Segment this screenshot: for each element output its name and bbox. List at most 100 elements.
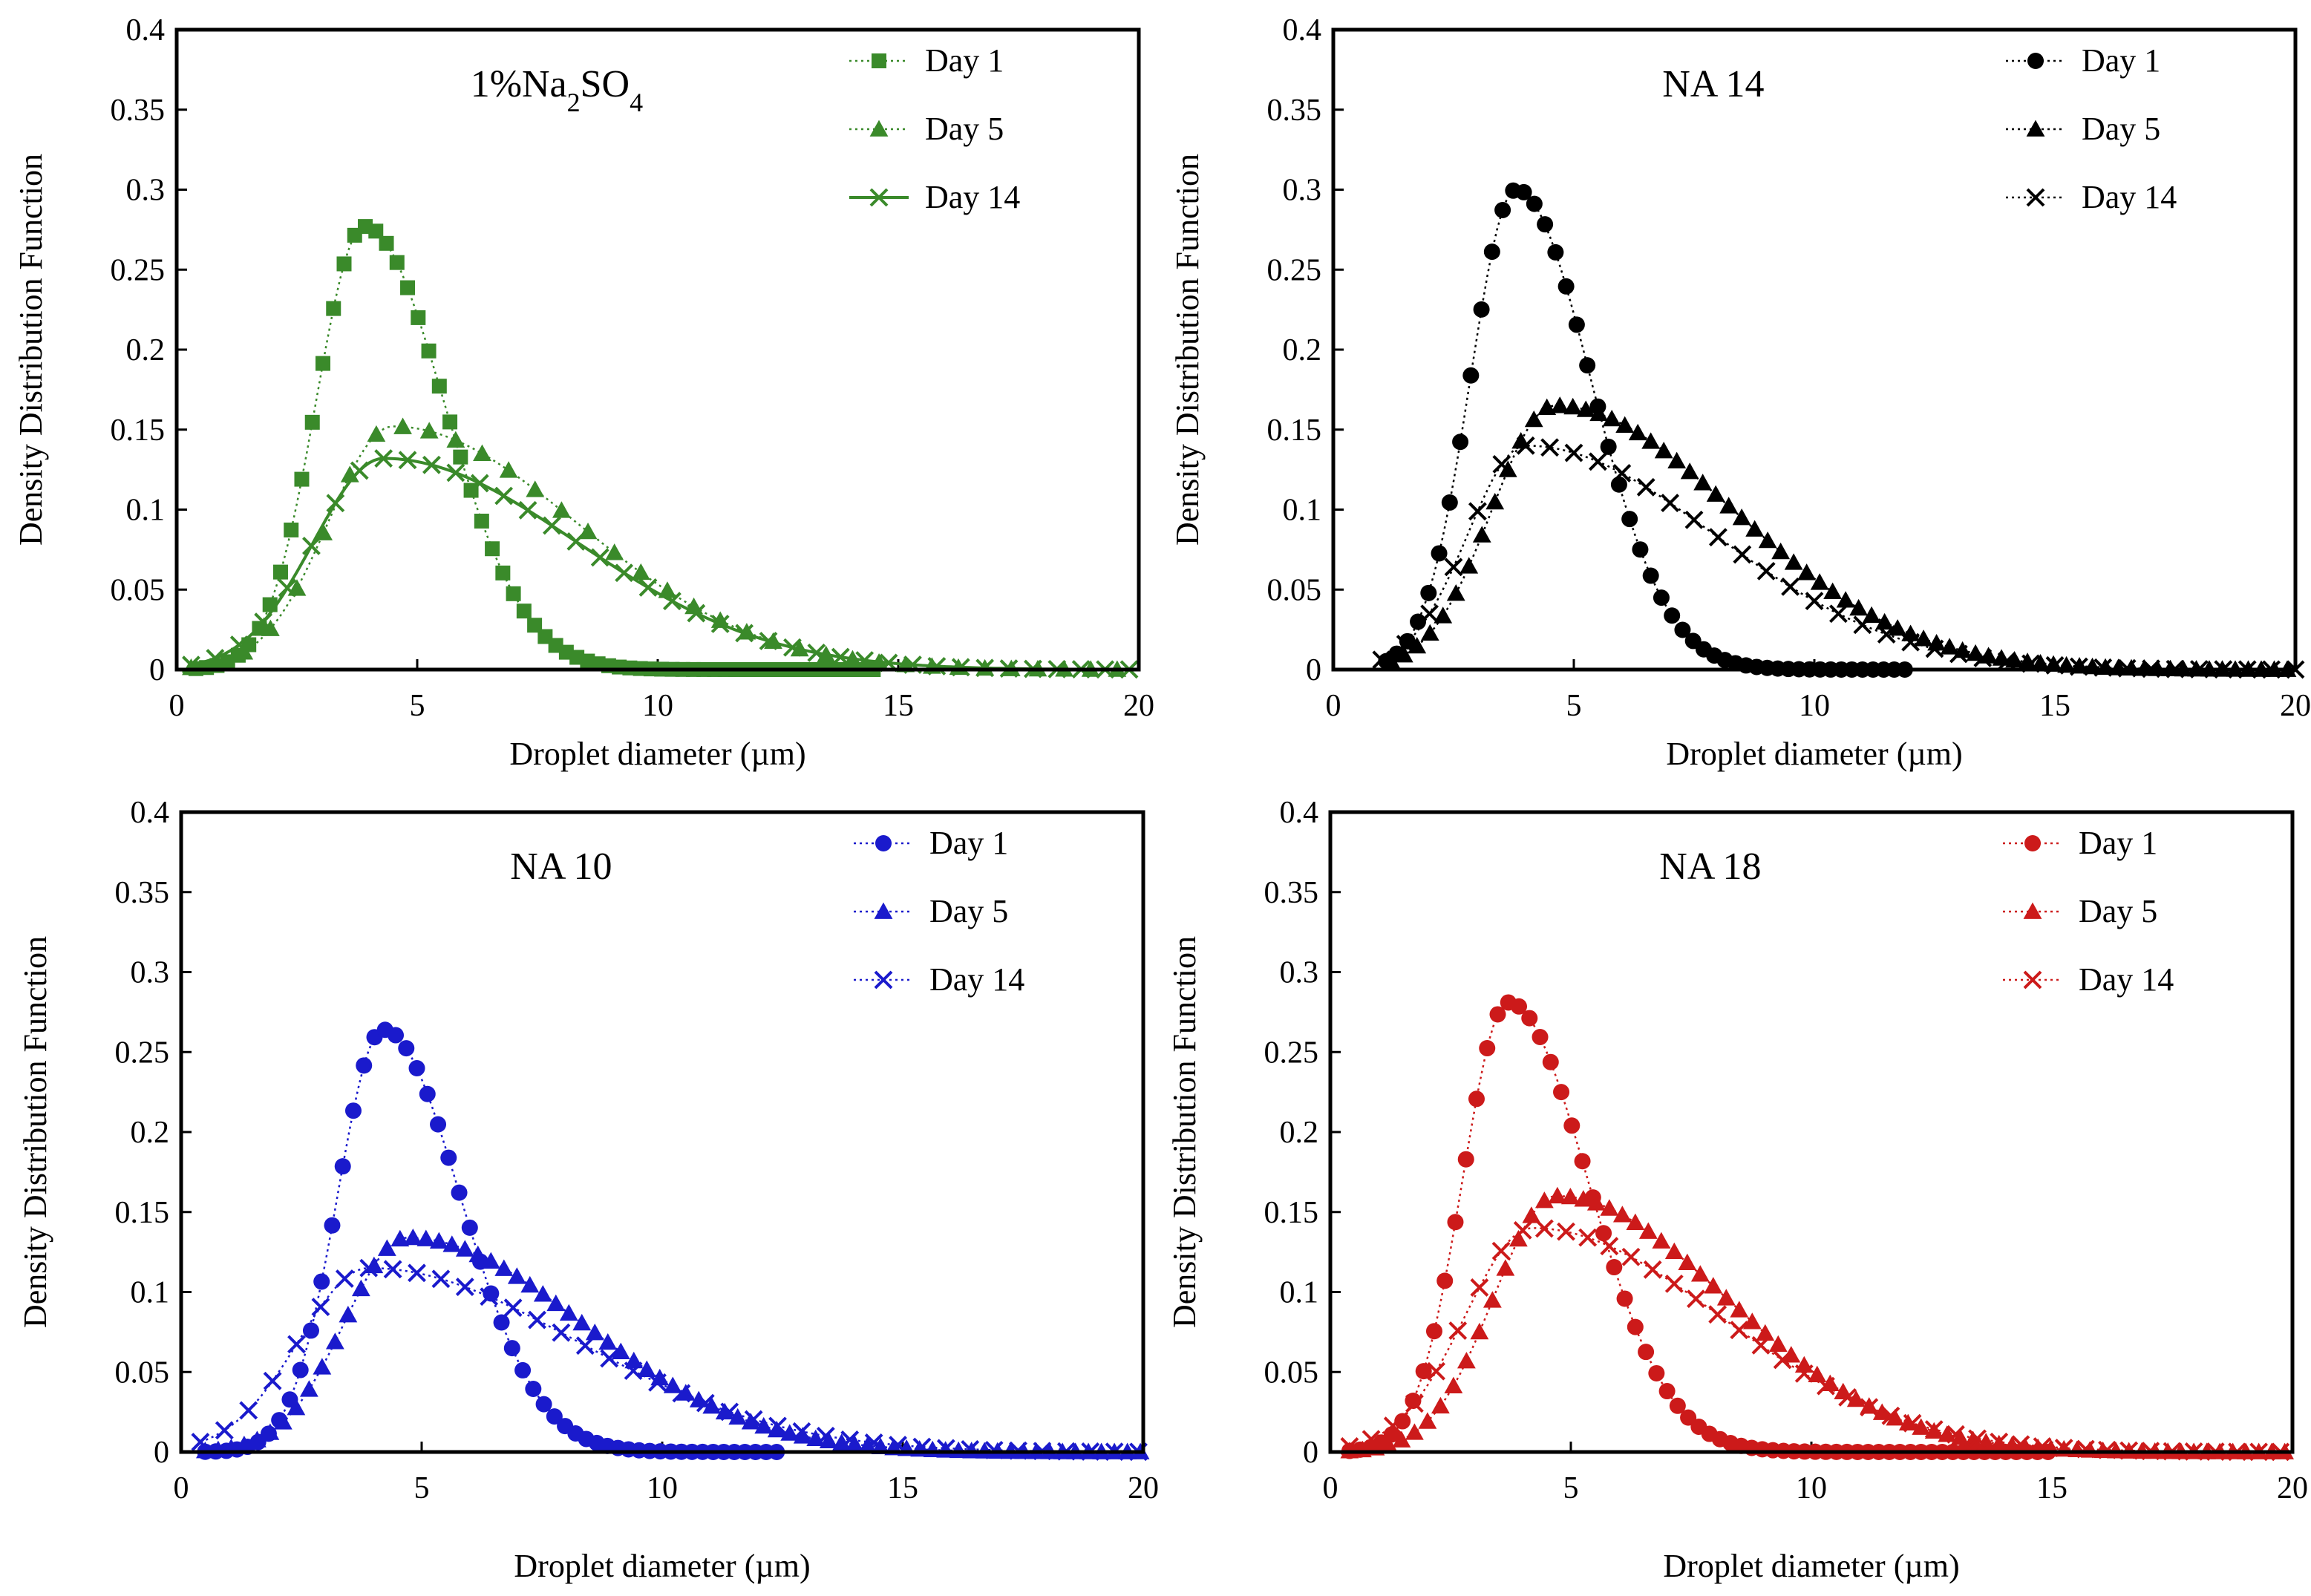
data-point [1576,400,1595,417]
data-point [325,1332,344,1350]
x-axis-label: Droplet diameter (µm) [514,1548,810,1584]
data-point [533,1285,552,1302]
data-point [480,1287,499,1306]
data-point [506,586,521,601]
data-point [302,536,321,555]
data-point [1849,598,1869,616]
legend-marker [874,902,893,919]
data-point [961,1439,980,1459]
data-point [455,1240,474,1257]
data-point [440,1149,457,1166]
series-line [1385,189,1911,671]
panel-title: NA 14 [1662,63,1764,105]
data-point [1751,1335,1771,1355]
y-axis-label: Density Distribution Function [13,154,49,546]
legend-marker [2024,835,2041,851]
series-day-5 [1340,1186,2295,1459]
data-point [1898,1413,1918,1430]
data-point [431,1269,451,1289]
x-tick-label: 0 [1323,1471,1338,1505]
data-point [710,615,730,633]
data-point [1444,557,1463,577]
data-point [1540,438,1560,457]
data-point [1600,438,1617,455]
plot-frame [1331,27,2298,672]
data-point [1479,1040,1496,1057]
data-point [1901,632,1921,652]
data-point [759,632,778,650]
data-point [1483,1291,1502,1308]
data-point [1925,639,1944,658]
data-point [503,1298,523,1318]
data-point [1704,1277,1723,1294]
data-point [1628,423,1647,441]
data-point [455,1278,474,1296]
y-tick-label: 0.1 [1283,494,1322,528]
plot-frame [174,27,1141,672]
data-point [687,604,706,623]
data-point [927,657,947,676]
y-tick-label: 0.2 [126,333,166,367]
data-point [1888,619,1907,636]
data-point [1810,573,1829,590]
legend-label: Day 5 [925,111,1004,147]
data-point [1823,582,1843,599]
data-point [2031,654,2050,671]
series-line [1381,445,2295,671]
data-point [1853,615,1872,635]
data-point [783,638,802,657]
data-point [1615,416,1635,433]
x-tick-label: 15 [2036,1471,2068,1505]
data-point [326,494,345,513]
legend-label: Day 5 [929,893,1008,929]
data-point [1492,454,1511,474]
x-tick-label: 20 [2280,689,2311,723]
data-point [2098,1440,2116,1459]
data-point [419,1085,436,1102]
data-point [368,223,384,239]
data-point [1658,1383,1676,1400]
x-tick-label: 5 [1563,1471,1579,1505]
data-point [1383,1416,1402,1436]
data-point [287,1399,306,1416]
data-point [1534,1219,1554,1238]
data-point [572,1313,592,1331]
data-point [1496,1259,1515,1276]
y-tick-label: 0.1 [1280,1276,1319,1310]
y-tick-label: 0 [1303,1436,1318,1470]
data-point [351,1279,370,1297]
legend-marker [869,120,889,137]
data-point [552,501,571,518]
data-point [1653,589,1670,606]
data-point [315,356,330,371]
data-point [1578,1228,1598,1247]
y-tick-label: 0.35 [1264,876,1319,910]
x-tick-label: 0 [174,1471,189,1505]
data-point [1968,1429,1987,1448]
data-point [336,256,352,272]
series-day-5 [182,417,1139,677]
data-point [1521,1010,1538,1027]
series-line [1349,1194,2292,1453]
data-point [495,565,511,580]
data-point [1860,1398,1879,1417]
data-point [503,1340,520,1357]
data-point [1485,492,1505,510]
data-point [1415,1363,1432,1380]
data-point [1716,1289,1736,1306]
data-point [499,461,518,478]
data-point [1680,462,1699,480]
data-point [1557,1222,1575,1241]
data-point [1532,1029,1549,1046]
data-point [663,592,681,611]
data-point [1808,1365,1827,1382]
data-point [1733,545,1752,564]
data-point [390,1229,410,1247]
x-tick-label: 20 [1123,689,1154,723]
data-point [356,1057,373,1074]
data-point [1782,1346,1801,1363]
data-point [1756,561,1776,580]
data-point [1664,607,1681,624]
data-point [1606,1259,1623,1276]
